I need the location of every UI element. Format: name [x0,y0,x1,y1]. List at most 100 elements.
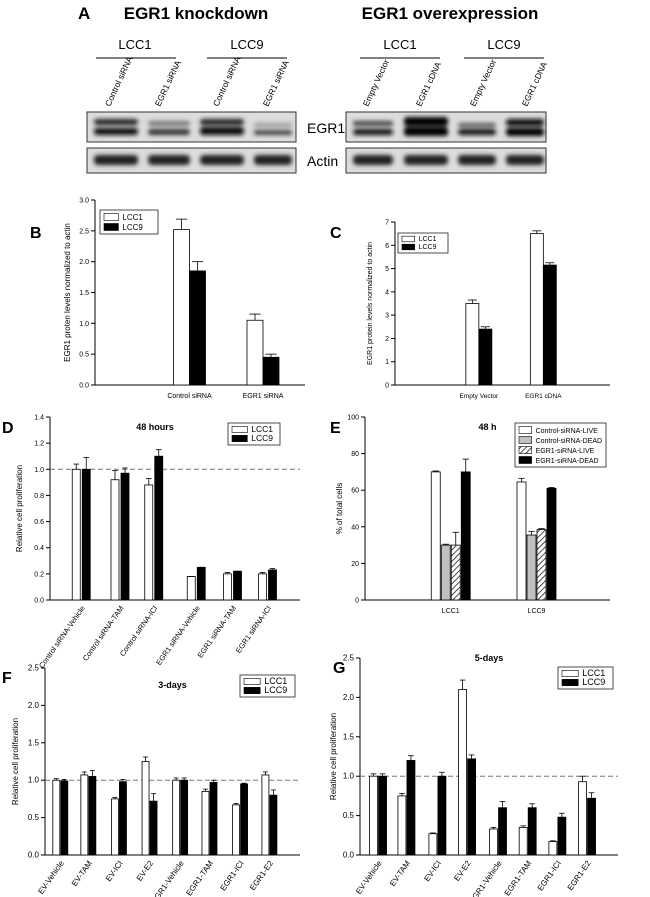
legend-swatch [103,213,119,221]
legend-label: LCC9 [582,677,605,687]
y-tick-label: 7 [385,220,389,227]
bar [189,270,206,386]
bar [71,468,81,601]
bar [258,573,267,601]
y-tick-label: 1.0 [34,467,44,474]
y-tick-label: 0.0 [343,851,355,860]
lane-label: Empty Vector [468,58,498,108]
bar [587,797,596,856]
bar [144,484,154,601]
legend-swatch [518,426,532,434]
bar [557,816,567,856]
panel-a-left-title: EGR1 knockdown [124,4,269,23]
bar [378,775,387,856]
bar [428,833,438,856]
legend-label: Control-siRNA-DEAD [536,438,603,445]
legend-swatch [103,223,119,231]
y-tick-label: 2.5 [79,228,89,235]
legend-label: Control-siRNA-LIVE [536,428,599,435]
y-tick-label: 1.5 [79,290,89,297]
chart-panels: B 0.0 0.5 1.0 1.5 2.0 2.5 3.0 EGR1 proten levels… [2,198,618,897]
chart-c: C 0 1 2 3 4 5 6 7 EGR1 protein levels normalized … [330,220,610,400]
x-tick-label: EGR1-E2 [248,859,275,893]
x-tick-label: EGR1 siRNA-TAM [195,604,238,660]
y-tick-label: 3.0 [79,198,89,205]
y-tick-label: 3 [385,313,389,320]
panel-letter: G [333,660,345,677]
legend-swatch [401,235,415,243]
bar [269,794,278,856]
y-tick-label: 0.0 [34,598,44,605]
bar [536,529,547,601]
blot-actin-right [345,147,547,174]
x-tick-label: EV-Vehicle [36,859,66,896]
blot-egr1-left [86,111,297,143]
group-label-lcc9-right: LCC9 [487,37,520,52]
lane-labels: Control siRNA EGR1 siRNA Control siRNA E… [103,55,549,108]
blot-egr1-right [345,111,547,143]
blot-label-actin: Actin [307,153,338,169]
lane-label: EGR1 cDNA [414,60,443,108]
x-tick-label: EV-ICI [104,859,125,883]
bar [465,303,480,386]
y-axis-label: % of total cells [335,483,344,535]
legend-swatch [401,243,415,251]
y-tick-label: 2.5 [343,654,355,663]
bar [529,233,544,386]
bar [246,319,264,386]
y-tick-label: 80 [351,451,359,458]
x-tick-label: EGR1 siRNA-ICI [234,604,273,655]
y-tick-label: 1.0 [79,321,89,328]
y-tick-label: 0.8 [34,493,44,500]
x-tick-label: EGR1-Vehicle [467,859,504,897]
bar [498,807,507,856]
bar [578,781,587,856]
bar [120,472,130,601]
x-tick-label: Control siRNA-Vehicle [37,604,87,670]
panel-letter: D [2,420,14,437]
bar [233,570,242,601]
group-label-lcc9-left: LCC9 [230,37,263,52]
bar [430,471,441,601]
bar [406,760,416,856]
y-tick-label: 40 [351,524,359,531]
bar [527,807,537,856]
bar [518,827,528,856]
bar [119,781,127,856]
y-tick-label: 6 [385,243,389,250]
legend-label: EGR1-siRNA-LIVE [536,448,595,455]
y-tick-label: 2.0 [343,693,355,702]
legend-label: LCC1 [419,236,437,243]
y-tick-label: 2.5 [28,664,40,673]
legend-swatch [243,687,261,694]
panel-a: A EGR1 knockdown EGR1 overexpression LCC… [78,4,549,174]
y-tick-label: 0.5 [343,811,355,820]
legend-label: LCC1 [264,676,287,686]
bar [60,780,69,856]
x-tick-label: LCC9 [528,608,546,615]
x-tick-label: EV-E2 [452,859,473,883]
y-tick-label: 0.2 [34,571,44,578]
bar [111,798,119,856]
bar [397,795,407,856]
bar [149,800,158,856]
bar [52,779,61,856]
y-axis-label: Relative cell proliferation [15,465,24,552]
bar [88,776,97,856]
x-tick-label: EV-ICI [422,859,443,883]
bar [450,544,461,601]
y-tick-label: 0.0 [28,851,40,860]
y-tick-label: 0 [355,598,359,605]
bar [526,534,537,601]
x-tick-label: Control siRNA [167,393,212,400]
y-tick-label: 1 [385,359,389,366]
bar [262,356,280,386]
y-tick-label: 0.5 [79,352,89,359]
legend-swatch [231,435,248,442]
x-tick-label: EV-TAM [70,859,94,888]
bar [180,779,189,856]
bar [460,471,471,601]
blot-actin-left [86,147,297,174]
